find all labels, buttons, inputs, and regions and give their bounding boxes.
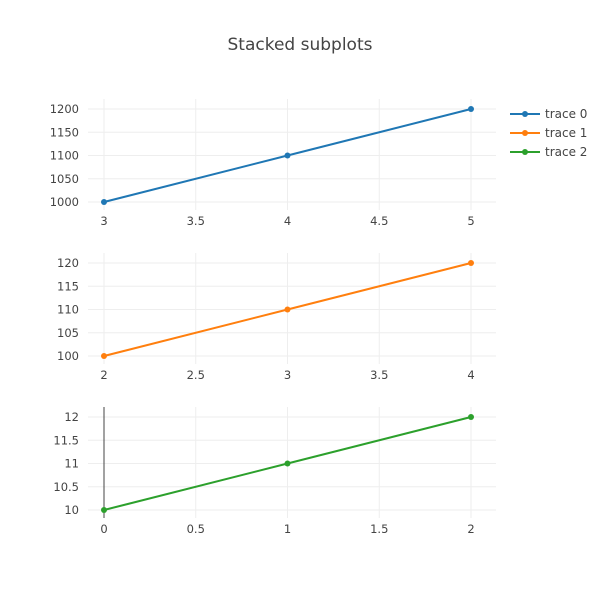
x-tick-label: 5: [467, 214, 474, 228]
legend-item-1[interactable]: trace 1: [510, 126, 587, 140]
x-tick-label: 4: [284, 214, 291, 228]
chart-title: Stacked subplots: [228, 35, 373, 55]
x-tick-label: 4.5: [370, 214, 388, 228]
y-tick-label: 100: [57, 349, 79, 363]
data-point[interactable]: [468, 260, 474, 266]
x-tick-label: 3.5: [187, 214, 205, 228]
y-tick-label: 1150: [50, 125, 79, 139]
data-point[interactable]: [468, 106, 474, 112]
data-point[interactable]: [284, 152, 291, 159]
legend-swatch-marker: [522, 130, 528, 136]
y-tick-label: 110: [57, 303, 79, 317]
y-tick-label: 120: [57, 256, 79, 270]
y-tick-label: 1050: [50, 172, 79, 186]
x-tick-label: 3: [100, 214, 107, 228]
y-tick-label: 1100: [50, 149, 79, 163]
y-tick-label: 10.5: [53, 480, 79, 494]
legend-swatch-marker: [522, 111, 528, 117]
x-tick-label: 1.5: [370, 522, 388, 536]
x-tick-label: 0.5: [187, 522, 205, 536]
y-tick-label: 1200: [50, 102, 79, 116]
x-tick-label: 1: [284, 522, 291, 536]
data-point[interactable]: [101, 199, 107, 205]
x-tick-label: 2: [467, 522, 474, 536]
legend-swatch-marker: [522, 149, 528, 155]
x-tick-label: 0: [100, 522, 107, 536]
data-point[interactable]: [284, 460, 291, 467]
legend-item-0[interactable]: trace 0: [510, 107, 587, 121]
legend[interactable]: trace 0 trace 1 trace 2: [510, 107, 587, 159]
y-tick-label: 1000: [50, 195, 79, 209]
x-tick-label: 3.5: [370, 368, 388, 382]
y-tick-label: 11: [64, 457, 79, 471]
data-point[interactable]: [468, 414, 474, 420]
x-tick-label: 2.5: [187, 368, 205, 382]
data-point[interactable]: [101, 353, 107, 359]
y-tick-label: 105: [57, 326, 79, 340]
data-point[interactable]: [101, 507, 107, 513]
subplot-1: 2 2.5 3 3.5 4 100 105 110 115 120: [57, 253, 496, 382]
x-tick-label: 4: [467, 368, 474, 382]
data-point[interactable]: [284, 306, 291, 313]
y-tick-label: 10: [64, 503, 79, 517]
x-tick-label: 3: [284, 368, 291, 382]
legend-label: trace 2: [545, 145, 587, 159]
subplot-0: 3 3.5 4 4.5 5 1000 1050 1100 1150 1200: [50, 99, 496, 228]
legend-label: trace 1: [545, 126, 587, 140]
legend-label: trace 0: [545, 107, 587, 121]
y-tick-label: 115: [57, 279, 79, 293]
legend-item-2[interactable]: trace 2: [510, 145, 587, 159]
y-tick-label: 11.5: [53, 433, 79, 447]
x-tick-label: 2: [100, 368, 107, 382]
y-tick-label: 12: [64, 410, 79, 424]
